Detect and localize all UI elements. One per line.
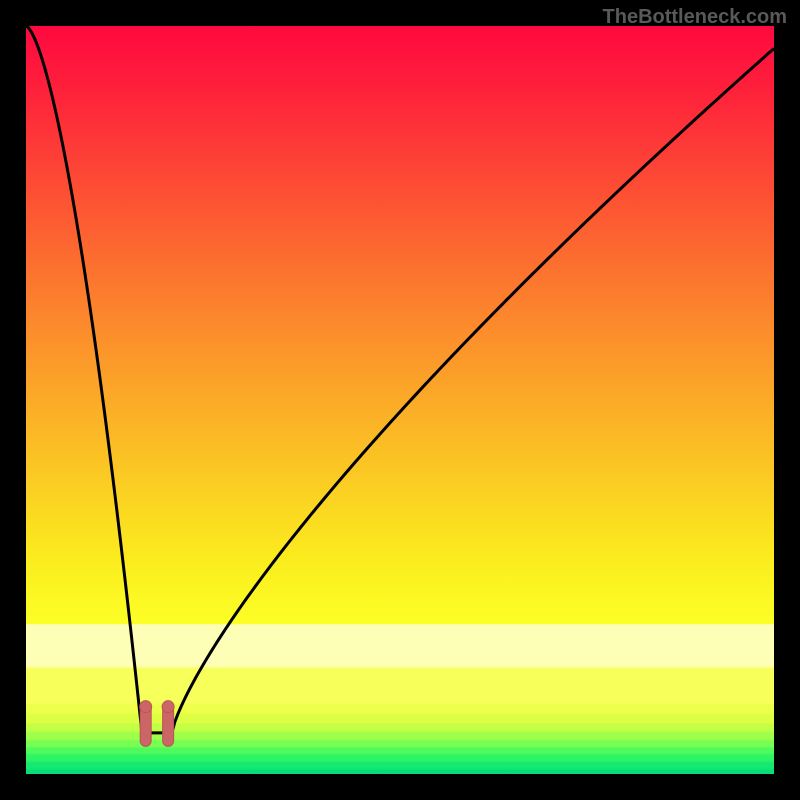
chart-container: TheBottleneck.com [0,0,800,800]
watermark-text: TheBottleneck.com [603,6,787,29]
bottleneck-curve [26,26,774,774]
plot-area [26,26,774,774]
